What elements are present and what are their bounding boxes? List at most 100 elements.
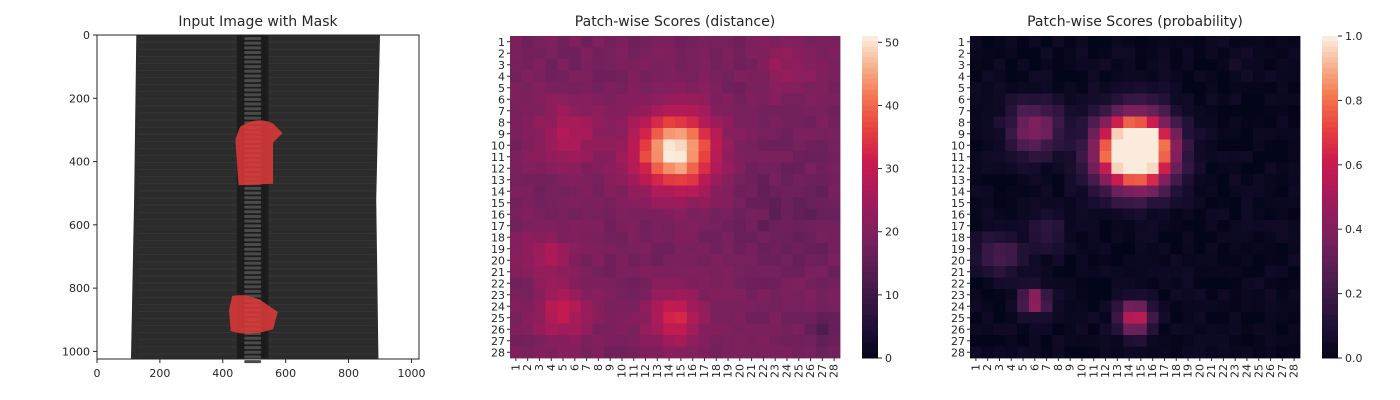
heatmap-cell [1193, 47, 1207, 60]
heatmap-cell [970, 36, 983, 48]
heatmap-cell [1170, 162, 1183, 175]
heatmap-cell [1205, 59, 1218, 71]
heatmap-cell [792, 323, 806, 336]
heatmap-cell [580, 197, 593, 209]
heatmap-cell [722, 220, 735, 232]
heatmap-cell [1028, 277, 1042, 290]
heatmap-cell [1064, 185, 1077, 198]
colorbar-segment [1322, 272, 1338, 278]
x-tick-label: 19 [1182, 364, 1195, 378]
colorbar-tick-label: 10 [885, 289, 899, 302]
heatmap-cell [1264, 254, 1277, 267]
zipper-tooth [244, 93, 262, 97]
heatmap-cell [1252, 128, 1266, 140]
heatmap-cell [981, 243, 994, 255]
heatmap-cell [675, 82, 688, 94]
heatmap-cell [1276, 266, 1289, 278]
heatmap-cell [1087, 208, 1101, 221]
heatmap-cell [804, 139, 817, 152]
heatmap-cell [592, 231, 605, 244]
zipper-tooth [244, 252, 262, 256]
heatmap-cell [816, 128, 829, 140]
heatmap-cell [533, 82, 546, 94]
colorbar-segment [1322, 191, 1338, 198]
heatmap-cell [1017, 47, 1030, 60]
heatmap-cell [1170, 105, 1183, 117]
heatmap-cell [745, 82, 758, 94]
x-tick-label: 17 [1158, 364, 1171, 378]
heatmap-cell [545, 82, 558, 94]
heatmap-cell [792, 266, 806, 278]
heatmap-cell [828, 139, 841, 152]
heatmap-cell [533, 36, 546, 48]
heatmap-cell [592, 185, 605, 198]
heatmap-cell [651, 82, 664, 94]
heatmap-cell [663, 162, 676, 175]
heatmap-cell [981, 36, 994, 48]
heatmap-cell [722, 277, 735, 290]
heatmap-cell [510, 185, 523, 198]
heatmap-cell [1170, 266, 1183, 278]
heatmap-cell [1252, 197, 1266, 209]
heatmap-cell [1205, 254, 1218, 267]
heatmap-cell [1135, 162, 1148, 175]
heatmap-cell [1205, 105, 1218, 117]
y-tick-label: 6 [498, 93, 505, 106]
heatmap-cell [722, 289, 735, 301]
heatmap-cell [710, 197, 723, 209]
heatmap-cell [828, 151, 841, 163]
heatmap-cell [1252, 220, 1266, 232]
heatmap-cell [981, 151, 994, 163]
heatmap-cell [639, 289, 652, 301]
heatmap-cell [592, 105, 605, 117]
heatmap-cell [792, 93, 806, 106]
heatmap-cell [781, 70, 794, 83]
heatmap-cell [1040, 105, 1053, 117]
heatmap-cell [1111, 139, 1124, 152]
heatmap-cell [804, 116, 817, 129]
heatmap-cell [828, 254, 841, 267]
heatmap-cell [1028, 254, 1042, 267]
heatmap-cell [1111, 151, 1124, 163]
heatmap-cell [993, 174, 1006, 186]
heatmap-cell [1193, 208, 1207, 221]
heatmap-cell [1241, 185, 1254, 198]
heatmap-cell [675, 185, 688, 198]
heatmap-cell [828, 266, 841, 278]
heatmap-cell [604, 59, 617, 71]
heatmap-cell [1229, 185, 1242, 198]
heatmap-cell [545, 335, 558, 347]
heatmap-cell [733, 277, 747, 290]
heatmap-cell [557, 36, 570, 48]
heatmap-cell [1276, 323, 1289, 336]
zipper-tooth [244, 111, 262, 115]
heatmap-cell [733, 289, 747, 301]
heatmap-cell [698, 197, 711, 209]
heatmap-cell [733, 346, 747, 359]
heatmap-cell [1217, 93, 1230, 106]
heatmap-cell [1123, 82, 1136, 94]
heatmap-cell [1135, 197, 1148, 209]
colorbar-segment [862, 121, 878, 128]
heatmap-cell [1288, 231, 1301, 244]
panel-distance-heatmap: Patch-wise Scores (distance) 12345678910… [491, 14, 899, 378]
x-tick-label: 10 [1075, 364, 1088, 378]
heatmap-cell [1005, 82, 1018, 94]
heatmap-cell [1158, 312, 1171, 324]
colorbar-tick-label: 0.6 [1345, 159, 1363, 172]
heatmap-cell [1158, 220, 1171, 232]
heatmap-cell [1028, 162, 1042, 175]
heatmap-cell [521, 174, 534, 186]
heatmap-cell [675, 231, 688, 244]
heatmap-cell [1182, 128, 1195, 140]
heatmap-cell [1076, 335, 1089, 347]
heatmap-cell [663, 335, 676, 347]
y-tick-label: 26 [491, 323, 505, 336]
heatmap-cell [722, 128, 735, 140]
colorbar-segment [1322, 105, 1338, 112]
heatmap-cell [557, 128, 570, 140]
heatmap-cell [733, 47, 747, 60]
heatmap-cell [792, 139, 806, 152]
panel1-x-ticks: 0 200 400 600 800 1000 [94, 359, 425, 380]
heatmap-cell [651, 266, 664, 278]
